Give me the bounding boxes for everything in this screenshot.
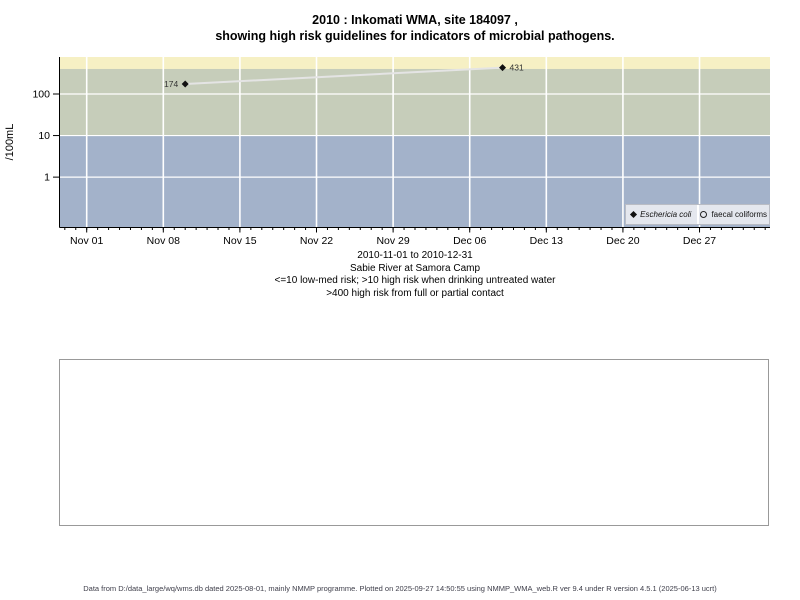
- x-tick-label: Nov 08: [147, 235, 180, 247]
- legend-label-faecal-coliforms: faecal coliforms: [711, 210, 768, 219]
- caption-site-name: Sabie River at Samora Camp: [349, 262, 481, 274]
- chart-legend: Eschericia coli faecal coliforms: [625, 204, 770, 225]
- data-point-marker: [499, 64, 507, 72]
- caption-risk-guideline-contact: >400 high risk from full or partial cont…: [326, 287, 504, 299]
- y-tick-label: 1: [44, 172, 50, 184]
- x-tick-label: Dec 27: [683, 235, 716, 247]
- chart-title: 2010 : Inkomati WMA, site 184097 , showi…: [60, 12, 770, 44]
- legend-label-ecoli: Eschericia coli: [640, 210, 692, 219]
- footer-provenance-text: Data from D:/data_large/wq/wms.db dated …: [83, 584, 717, 593]
- chart-caption: 2010-11-01 to 2010-12-31 Sabie River at …: [60, 250, 770, 300]
- x-tick-label: Dec 06: [453, 235, 486, 247]
- microbial-pathogens-chart: 174 431 Nov 01 Nov 08 Nov 15 Nov 22 Nov 29 Dec …: [32, 57, 770, 247]
- caption-date-range: 2010-11-01 to 2010-12-31: [357, 250, 473, 261]
- x-tick-label: Dec 13: [530, 235, 563, 247]
- x-tick-label: Dec 20: [606, 235, 639, 247]
- chart-title-line1: 2010 : Inkomati WMA, site 184097 ,: [312, 13, 518, 27]
- x-tick-label: Nov 22: [300, 235, 333, 247]
- chart-title-line2: showing high risk guidelines for indicat…: [215, 29, 615, 43]
- x-tick-label: Nov 01: [70, 235, 103, 247]
- y-axis-label: /100mL: [4, 123, 16, 161]
- data-point-marker: [181, 80, 189, 88]
- caption-risk-guideline-drinking: <=10 low-med risk; >10 high risk when dr…: [274, 275, 556, 286]
- data-point-label: 431: [510, 63, 524, 73]
- empty-second-panel: [59, 359, 769, 526]
- legend-item-faecal-coliforms: faecal coliforms: [699, 205, 770, 224]
- x-tick-label: Nov 29: [376, 235, 409, 247]
- series-line-eschericia-coli: [185, 66, 503, 85]
- legend-item-ecoli: Eschericia coli: [626, 205, 699, 224]
- risk-band-high-risk-drinking: [60, 68, 770, 136]
- data-point-label: 174: [164, 79, 178, 89]
- filled-diamond-icon: [630, 210, 638, 219]
- y-tick-label: 10: [38, 130, 50, 142]
- x-tick-label: Nov 15: [223, 235, 256, 247]
- y-tick-label: 100: [32, 88, 50, 100]
- risk-band-high-risk-contact: [60, 57, 770, 69]
- open-circle-icon: [700, 211, 708, 218]
